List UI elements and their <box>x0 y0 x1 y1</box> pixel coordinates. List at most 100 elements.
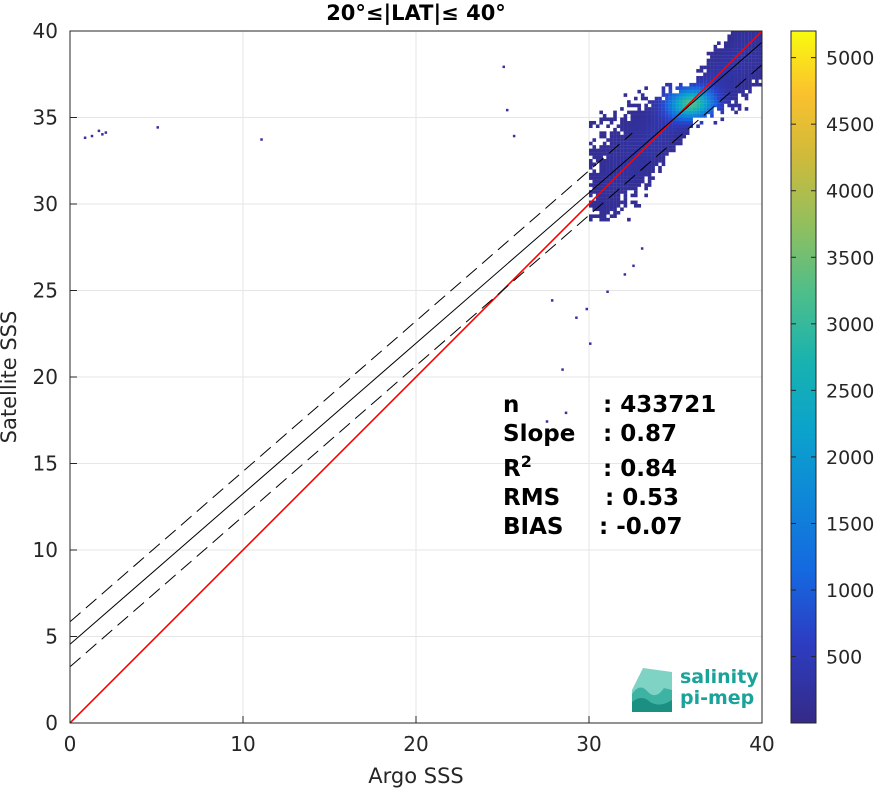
heatmap-cell <box>627 100 631 104</box>
heatmap-cell <box>675 124 680 129</box>
heatmap-cell <box>699 114 704 118</box>
heatmap-cell <box>737 79 742 84</box>
heatmap-cell <box>672 127 676 132</box>
heatmap-cell <box>727 79 731 84</box>
heatmap-cell <box>734 31 738 35</box>
heatmap-cell <box>678 96 683 101</box>
heatmap-cell <box>595 190 600 194</box>
heatmap-cell <box>616 152 621 156</box>
heatmap-cell <box>630 162 635 167</box>
heatmap-cell <box>647 127 652 132</box>
heatmap-cell <box>661 134 666 139</box>
heatmap-cell <box>602 217 607 222</box>
heatmap-cell <box>665 134 669 139</box>
heatmap-cell <box>606 190 610 194</box>
heatmap-cell <box>616 138 621 142</box>
heatmap-cell <box>758 51 762 56</box>
heatmap-cell <box>599 176 603 180</box>
heatmap-cell <box>616 145 621 149</box>
y-tick-label: 15 <box>33 452 58 476</box>
salinity-pi-mep-logo: salinity pi-mep <box>632 666 759 712</box>
heatmap-cell <box>651 131 655 135</box>
heatmap-cell <box>647 120 652 125</box>
heatmap-cell <box>675 138 680 142</box>
heatmap-cell <box>592 207 597 212</box>
heatmap-cell <box>592 120 597 125</box>
outlier-point <box>156 126 159 129</box>
heatmap-cell <box>599 186 603 191</box>
heatmap-cell <box>609 186 614 191</box>
heatmap-cell <box>741 72 745 77</box>
heatmap-cell <box>606 159 610 163</box>
heatmap-cell <box>737 34 742 39</box>
heatmap-cell <box>637 120 642 125</box>
heatmap-cell <box>744 55 749 59</box>
heatmap-cell <box>730 107 735 111</box>
outlier-point <box>632 264 635 268</box>
outlier-point <box>545 420 549 423</box>
heatmap-cell <box>623 204 628 208</box>
heatmap-cell <box>609 117 614 122</box>
heatmap-cell <box>620 165 624 170</box>
heatmap-cell <box>744 82 749 87</box>
heatmap-cell <box>658 100 662 104</box>
heatmap-cell <box>717 100 721 104</box>
heatmap-cell <box>616 176 621 180</box>
heatmap-cell <box>734 62 738 66</box>
heatmap-cell <box>682 124 687 129</box>
heatmap-cell <box>647 159 652 163</box>
heatmap-cell <box>713 86 718 90</box>
outlier-point <box>606 290 609 293</box>
stat-label: Slope <box>503 421 575 447</box>
heatmap-cell <box>741 37 745 42</box>
heatmap-cell <box>599 162 603 167</box>
heatmap-cell <box>730 37 735 42</box>
heatmap-cell <box>606 145 610 149</box>
heatmap-cell <box>658 103 662 108</box>
heatmap-cell <box>627 131 631 135</box>
heatmap-cell <box>647 165 652 170</box>
heatmap-cell <box>658 120 662 125</box>
heatmap-cell <box>651 159 655 163</box>
heatmap-cell <box>713 62 718 66</box>
heatmap-cell <box>599 204 603 208</box>
heatmap-cell <box>647 183 652 187</box>
heatmap-cell <box>720 86 725 90</box>
stat-label: n <box>503 392 519 418</box>
y-axis-ticks: 0 5 10 15 20 25 30 35 40 <box>33 19 77 735</box>
heatmap-cell <box>734 82 738 87</box>
heatmap-cell <box>755 31 759 35</box>
heatmap-cell <box>620 120 624 125</box>
heatmap-cell <box>706 72 711 77</box>
heatmap-cell <box>599 131 603 135</box>
heatmap-cell <box>744 41 749 45</box>
heatmap-cell <box>737 48 742 52</box>
heatmap-cell <box>613 110 617 115</box>
heatmap-cell <box>678 134 683 139</box>
heatmap-cell <box>589 183 593 187</box>
heatmap-cell <box>633 96 638 101</box>
heatmap-cell <box>665 93 669 97</box>
heatmap-cell <box>613 162 617 167</box>
heatmap-cell <box>661 93 666 97</box>
regression-lower-line <box>70 64 762 668</box>
heatmap-cell <box>640 152 645 156</box>
heatmap-cell <box>668 117 673 122</box>
heatmap-cell <box>606 165 610 170</box>
heatmap-cell <box>613 131 617 135</box>
heatmap-cell <box>717 75 721 80</box>
heatmap-cell <box>602 165 607 170</box>
heatmap-cell <box>682 93 687 97</box>
heatmap-cell <box>665 100 669 104</box>
heatmap-cell <box>606 193 610 198</box>
heatmap-cell <box>758 34 762 39</box>
heatmap-cell <box>741 82 745 87</box>
heatmap-cell <box>599 110 603 115</box>
heatmap-cell <box>606 207 610 212</box>
heatmap-cell <box>651 169 655 173</box>
heatmap-cell <box>658 159 662 163</box>
heatmap-cell <box>658 124 662 129</box>
heatmap-cell <box>727 58 731 63</box>
heatmap-cell <box>710 114 714 118</box>
heatmap-cell <box>741 34 745 39</box>
